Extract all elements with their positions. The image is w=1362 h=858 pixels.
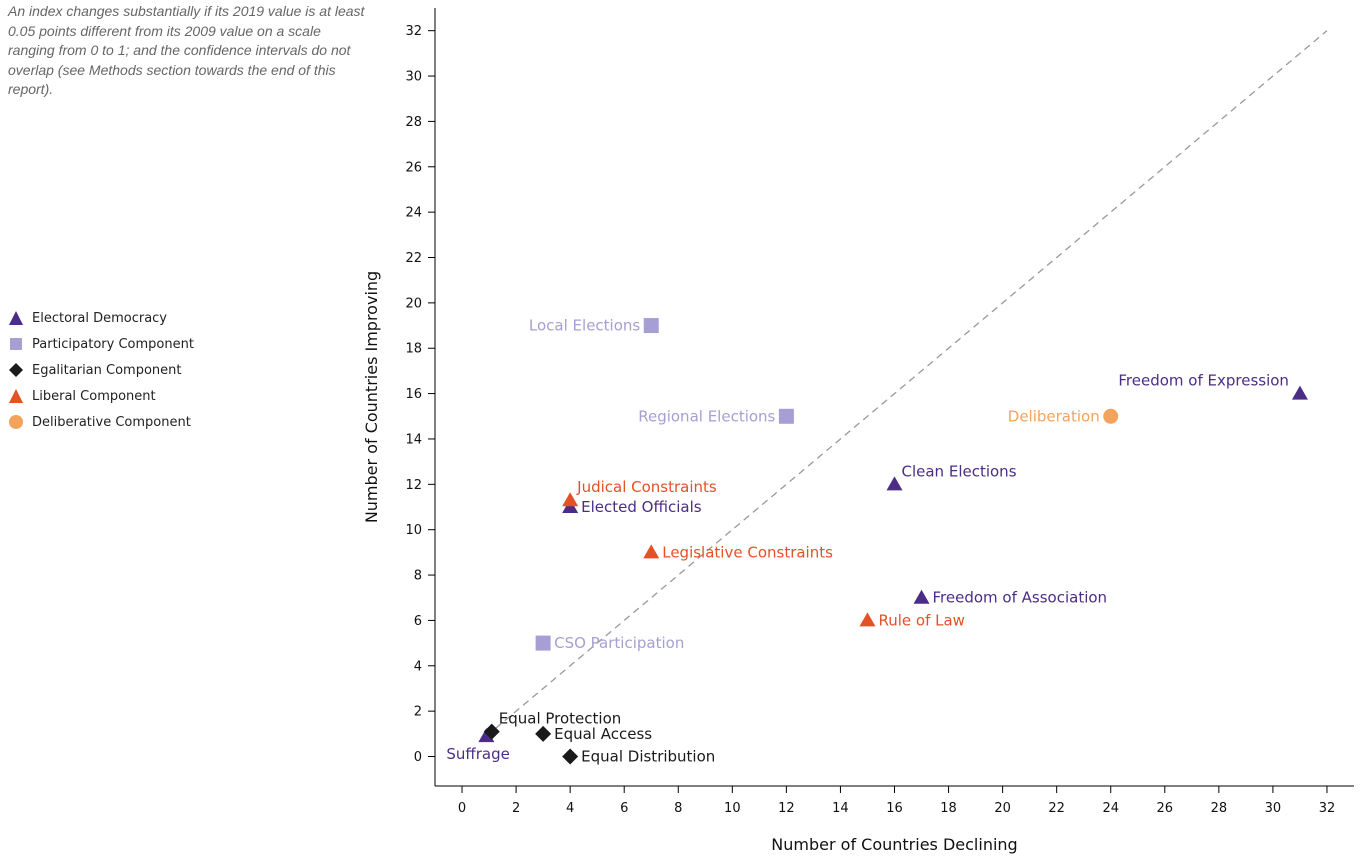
y-tick-label: 28 bbox=[405, 115, 422, 130]
diamond-icon bbox=[9, 363, 23, 377]
x-tick-label: 4 bbox=[566, 801, 574, 816]
legend-label: Electoral Democracy bbox=[32, 310, 168, 326]
triangle-icon bbox=[9, 311, 23, 325]
data-point bbox=[478, 728, 495, 743]
y-tick-label: 24 bbox=[405, 206, 422, 221]
point-label: Elected Officials bbox=[581, 498, 702, 516]
point-label: Clean Elections bbox=[902, 462, 1017, 480]
point-label: Equal Access bbox=[554, 725, 652, 743]
legend-item: Electoral Democracy bbox=[8, 305, 194, 331]
legend-item: Egalitarian Component bbox=[8, 357, 194, 383]
legend-item: Liberal Component bbox=[8, 383, 194, 409]
x-tick-label: 24 bbox=[1102, 801, 1119, 816]
legend-label: Egalitarian Component bbox=[32, 362, 182, 378]
point-label: Equal Protection bbox=[499, 710, 622, 728]
circle-icon bbox=[9, 415, 23, 429]
point-label: CSO Participation bbox=[554, 634, 684, 652]
methods-note: An index changes substantially if its 20… bbox=[8, 3, 365, 97]
data-point bbox=[535, 725, 552, 742]
point-label: Deliberation bbox=[1008, 407, 1100, 425]
x-tick-label: 0 bbox=[458, 801, 466, 816]
point-label: Regional Elections bbox=[638, 407, 775, 425]
y-tick-label: 12 bbox=[405, 478, 422, 493]
point-label: Rule of Law bbox=[878, 611, 964, 629]
x-tick-label: 14 bbox=[832, 801, 849, 816]
legend-item: Participatory Component bbox=[8, 331, 194, 357]
data-point bbox=[1291, 385, 1308, 400]
y-tick-label: 2 bbox=[414, 705, 422, 720]
legend-label: Liberal Component bbox=[32, 388, 156, 404]
x-tick-label: 26 bbox=[1157, 801, 1174, 816]
x-tick-label: 18 bbox=[940, 801, 957, 816]
x-tick-label: 32 bbox=[1319, 801, 1336, 816]
legend-label: Participatory Component bbox=[32, 336, 194, 352]
chart-legend: Electoral Democracy Participatory Compon… bbox=[8, 305, 194, 435]
y-tick-label: 32 bbox=[405, 24, 422, 39]
x-tick-label: 2 bbox=[512, 801, 520, 816]
x-tick-label: 12 bbox=[778, 801, 795, 816]
y-tick-label: 14 bbox=[405, 432, 422, 447]
x-tick-label: 16 bbox=[886, 801, 903, 816]
x-axis-label: Number of Countries Declining bbox=[771, 835, 1017, 854]
x-tick-label: 22 bbox=[1048, 801, 1065, 816]
point-label: Judical Constraints bbox=[576, 478, 717, 496]
y-tick-label: 10 bbox=[405, 523, 422, 538]
square-icon bbox=[10, 338, 22, 350]
point-label: Suffrage bbox=[446, 745, 509, 763]
y-tick-label: 16 bbox=[405, 387, 422, 402]
y-tick-label: 0 bbox=[414, 750, 422, 765]
data-point bbox=[535, 635, 551, 651]
point-label: Legislative Constraints bbox=[662, 543, 833, 561]
data-point bbox=[643, 544, 660, 559]
point-label: Freedom of Expression bbox=[1118, 372, 1289, 390]
x-tick-label: 20 bbox=[994, 801, 1011, 816]
y-tick-label: 30 bbox=[405, 70, 422, 85]
data-point bbox=[886, 476, 903, 491]
x-tick-label: 8 bbox=[674, 801, 682, 816]
y-tick-label: 18 bbox=[405, 342, 422, 357]
point-label: Freedom of Association bbox=[933, 589, 1108, 607]
data-point bbox=[643, 318, 659, 334]
y-tick-label: 22 bbox=[405, 251, 422, 266]
y-tick-label: 8 bbox=[414, 569, 422, 584]
data-point bbox=[483, 723, 500, 740]
x-tick-label: 30 bbox=[1265, 801, 1282, 816]
data-point bbox=[778, 408, 794, 424]
data-point bbox=[562, 748, 579, 765]
legend-item: Deliberative Component bbox=[8, 409, 194, 435]
data-point bbox=[562, 492, 579, 507]
x-tick-label: 10 bbox=[724, 801, 741, 816]
data-point bbox=[859, 612, 876, 627]
point-label: Local Elections bbox=[529, 317, 640, 335]
y-tick-label: 6 bbox=[414, 614, 422, 629]
x-tick-label: 6 bbox=[620, 801, 628, 816]
legend-label: Deliberative Component bbox=[32, 414, 191, 430]
data-point bbox=[1103, 408, 1119, 424]
y-tick-label: 26 bbox=[405, 160, 422, 175]
point-label: Equal Distribution bbox=[581, 748, 715, 766]
reference-line bbox=[485, 30, 1328, 737]
x-tick-label: 28 bbox=[1211, 801, 1228, 816]
y-tick-label: 20 bbox=[405, 296, 422, 311]
y-tick-label: 4 bbox=[414, 659, 422, 674]
triangle-icon bbox=[9, 389, 23, 403]
y-axis-label: Number of Countries Improving bbox=[362, 271, 381, 523]
data-point bbox=[913, 589, 930, 604]
